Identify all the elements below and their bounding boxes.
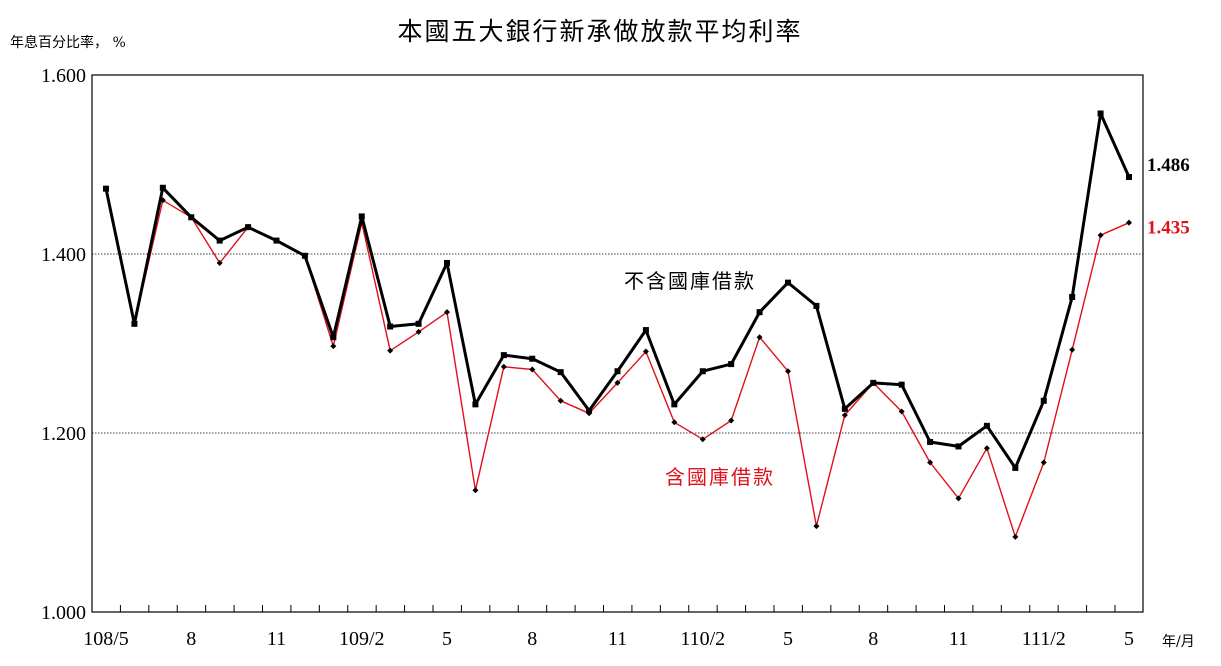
data-point [188,214,195,221]
data-point [103,185,109,192]
data-point [387,323,394,330]
data-point [642,327,649,334]
x-tick-label: 5 [783,628,793,650]
data-point [444,309,450,316]
data-point [614,368,621,375]
x-tick-label: 109/2 [339,628,385,650]
y-tick-label: 1.000 [41,602,86,624]
data-point [728,361,735,368]
data-point [216,237,223,244]
data-point [1069,293,1076,300]
data-point [387,347,394,354]
series-name-label: 不含國庫借款 [624,269,756,293]
data-point [983,445,990,452]
data-point [983,422,990,429]
data-point [699,368,706,375]
data-point [1012,533,1019,540]
data-point [898,381,905,388]
x-tick-label: 8 [527,628,537,650]
data-point [586,407,593,414]
data-point [216,259,223,266]
data-point [614,379,621,386]
y-tick-label: 1.400 [41,244,86,266]
x-tick-label: 5 [442,628,452,650]
gridlines [92,253,1143,434]
data-point [756,334,763,341]
y-tick-label: 1.600 [41,65,86,87]
y-axis-ticks: 1.000 1.200 1.400 1.600 [41,65,86,624]
data-point [756,309,763,316]
data-point [472,401,479,408]
x-tick-label: 110/2 [680,628,725,650]
x-axis-ticks: 108/5 8 11 109/2 5 8 11 110/2 5 8 11 111/2 5 [83,605,1134,650]
data-point [728,417,735,424]
series-excl-treasury [103,110,1132,471]
data-point [415,328,422,335]
data-point [131,320,138,327]
data-point [841,412,848,419]
data-point [785,279,791,286]
data-point [1097,232,1104,239]
data-point [671,401,678,408]
data-point [557,369,564,376]
data-point [642,348,649,355]
x-tick-label: 108/5 [83,628,129,650]
data-point [927,459,934,466]
data-point [330,343,337,350]
data-point [1126,174,1132,181]
data-point [813,302,820,309]
data-point [301,252,308,259]
data-point [529,366,536,373]
x-tick-label: 5 [1124,628,1134,650]
plot-area-frame [91,74,1144,613]
chart-title: 本國五大銀行新承做放款平均利率 [397,17,802,46]
data-point [358,213,365,220]
data-point [955,495,962,502]
data-point [1069,346,1076,353]
data-point [159,184,166,191]
y-axis-unit-label: 年息百分比率， % [10,34,126,51]
data-point [955,443,962,450]
x-tick-label: 11 [949,628,968,650]
data-point [1040,397,1047,404]
x-tick-label: 8 [868,628,878,650]
data-point [898,408,905,415]
data-point [557,397,564,404]
data-point [273,237,280,244]
series-line [104,112,1131,470]
data-point [500,363,507,370]
series-layer [103,110,1132,540]
x-tick-label: 11 [608,628,627,650]
data-point [671,419,678,426]
data-point [785,368,791,375]
x-axis-unit-label: 年/月 [1162,634,1195,650]
data-point [841,405,848,412]
data-point [245,224,252,231]
y-tick-label: 1.200 [41,423,86,445]
end-value-label: 1.486 [1147,155,1190,176]
data-point [330,334,337,341]
data-point [699,436,706,443]
data-point [444,259,450,266]
data-point [1126,219,1132,226]
data-point [1040,459,1047,466]
data-point [1097,110,1104,117]
x-tick-label: 111/2 [1022,628,1066,650]
series-line [105,188,1130,538]
data-point [813,523,820,530]
end-value-label: 1.435 [1147,218,1190,239]
x-tick-label: 11 [267,628,286,650]
data-point [415,320,422,327]
data-point [529,355,536,362]
data-point [1012,464,1019,471]
data-point [500,352,507,359]
series-name-label: 含國庫借款 [665,465,775,489]
data-point [927,438,934,445]
data-point [472,487,479,494]
series-incl-treasury [103,185,1132,540]
data-point [870,379,877,386]
x-tick-label: 8 [186,628,196,650]
